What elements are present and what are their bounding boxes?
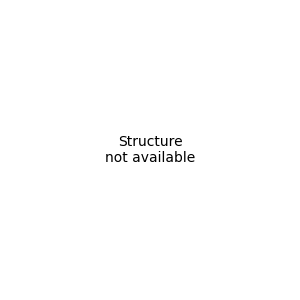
Text: Structure
not available: Structure not available bbox=[105, 135, 195, 165]
